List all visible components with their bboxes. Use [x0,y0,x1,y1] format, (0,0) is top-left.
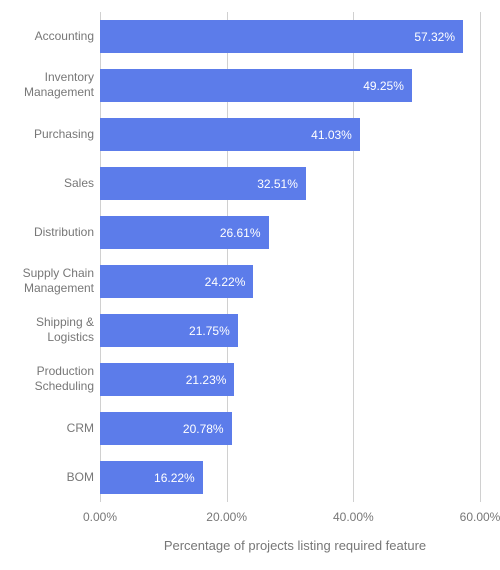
gridline [480,12,481,502]
bar-row: 16.22% [100,453,480,502]
bar: 21.23% [100,363,234,396]
bar-value-label: 21.23% [186,373,227,387]
y-category-label: Supply ChainManagement [12,266,94,296]
y-category-label: BOM [12,470,94,485]
bar: 16.22% [100,461,203,494]
bar-row: 49.25% [100,61,480,110]
bar-value-label: 49.25% [363,79,404,93]
bar-row: 32.51% [100,159,480,208]
bar: 21.75% [100,314,238,347]
plot-area: 57.32% 49.25% 41.03% 32.51% 26.61% 24.22 [100,12,480,502]
y-category-label: CRM [12,421,94,436]
bar: 24.22% [100,265,253,298]
bar-row: 21.23% [100,355,480,404]
bar-row: 24.22% [100,257,480,306]
x-tick-label: 40.00% [333,510,374,524]
y-category-label: InventoryManagement [12,70,94,100]
bar-value-label: 16.22% [154,471,195,485]
bar: 20.78% [100,412,232,445]
bar: 32.51% [100,167,306,200]
bar-value-label: 41.03% [311,128,352,142]
y-category-label: Purchasing [12,127,94,142]
bar-row: 26.61% [100,208,480,257]
bar-row: 21.75% [100,306,480,355]
x-axis-title: Percentage of projects listing required … [55,538,500,553]
bar-value-label: 24.22% [205,275,246,289]
bar-value-label: 21.75% [189,324,230,338]
bar: 49.25% [100,69,412,102]
bar-value-label: 32.51% [257,177,298,191]
bar: 41.03% [100,118,360,151]
y-category-label: Shipping &Logistics [12,315,94,345]
bar-row: 41.03% [100,110,480,159]
bar-row: 57.32% [100,12,480,61]
x-tick-label: 20.00% [206,510,247,524]
bar: 26.61% [100,216,269,249]
bar-value-label: 57.32% [414,30,455,44]
bar-chart: 57.32% 49.25% 41.03% 32.51% 26.61% 24.22 [10,12,490,560]
y-category-label: Sales [12,176,94,191]
x-tick-label: 0.00% [83,510,117,524]
x-tick-label: 60.00% [460,510,500,524]
bar: 57.32% [100,20,463,53]
y-category-label: Accounting [12,29,94,44]
bar-value-label: 26.61% [220,226,261,240]
bar-row: 20.78% [100,404,480,453]
y-category-label: ProductionScheduling [12,364,94,394]
bar-value-label: 20.78% [183,422,224,436]
y-category-label: Distribution [12,225,94,240]
